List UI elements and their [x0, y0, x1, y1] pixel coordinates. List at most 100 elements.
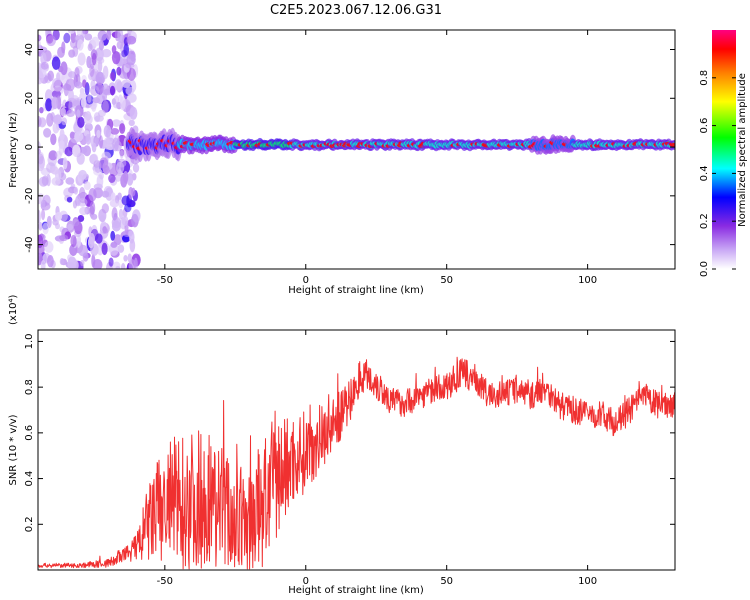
noise-cell: [125, 86, 135, 96]
noise-cell: [102, 65, 109, 79]
noise-cell: [92, 258, 103, 269]
noise-cell: [38, 70, 44, 85]
noise-cell: [112, 137, 119, 152]
noise-cell: [53, 114, 62, 125]
noise-cell: [65, 177, 75, 185]
noise-cell: [55, 150, 62, 160]
signal-peak: [670, 142, 675, 147]
noise-cell: [62, 157, 68, 170]
noise-cell: [38, 256, 43, 263]
noise-cell: [109, 199, 120, 208]
noise-cell: [85, 133, 91, 145]
spectrogram-y-tick-label: -20: [24, 188, 35, 204]
noise-cell: [51, 96, 59, 110]
noise-cell: [80, 97, 87, 108]
noise-cell: [74, 131, 84, 142]
noise-cell: [74, 81, 83, 89]
noise-cell: [64, 146, 74, 157]
spectrogram-y-tick-label: 40: [24, 43, 35, 56]
noise-cell: [77, 52, 86, 66]
noise-cell: [60, 61, 68, 76]
noise-cell: [121, 195, 130, 206]
noise-cell: [88, 233, 95, 245]
noise-cell: [75, 195, 81, 205]
figure-title: C2E5.2023.067.12.06.G31: [270, 3, 442, 18]
noise-cell: [119, 96, 126, 111]
snr-x-label: Height of straight line (km): [288, 585, 424, 596]
spectrogram-cells: [38, 30, 675, 269]
noise-cell: [89, 201, 96, 215]
snr-y-tick-label: 0.4: [24, 471, 35, 487]
snr-ticks: -50 0 50 100 0.2 0.4 0.6 0.8 1.0: [24, 330, 675, 587]
noise-cell: [102, 100, 109, 114]
noise-cell: [98, 135, 104, 149]
noise-cell: [45, 98, 53, 112]
colorbar-label: Normalized spectral amplitude: [737, 73, 748, 227]
noise-cell: [38, 221, 43, 231]
noise-cell: [78, 244, 89, 257]
noise-cell: [96, 129, 101, 138]
noise-cell: [63, 82, 69, 97]
noise-cell: [121, 79, 131, 88]
noise-cell: [103, 124, 112, 138]
noise-cell: [128, 230, 135, 244]
noise-cell: [110, 230, 116, 241]
noise-cell: [114, 79, 123, 91]
noise-cell: [132, 163, 140, 173]
noise-cell: [112, 101, 121, 109]
noise-cell: [47, 70, 55, 82]
snr-y-tick-label: 1.0: [24, 333, 35, 349]
colorbar: 0.0 0.2 0.4 0.6 0.8 Normalized spectral ampl…: [699, 30, 748, 277]
noise-cell: [76, 234, 82, 249]
noise-cell: [79, 206, 88, 216]
snr-x-tick-label: 50: [440, 576, 453, 587]
spectrogram-x-label: Height of straight line (km): [288, 285, 424, 296]
noise-cell: [99, 157, 109, 169]
noise-cell: [101, 242, 108, 256]
spectrogram-x-tick-label: -50: [157, 275, 173, 286]
noise-cell: [63, 32, 71, 44]
noise-cell: [91, 142, 97, 153]
noise-cell: [47, 255, 54, 268]
spectrogram-y-tick-label: -40: [24, 236, 35, 252]
noise-cell: [90, 85, 100, 97]
noise-cell: [110, 192, 116, 201]
noise-cell: [77, 116, 85, 128]
noise-cell: [67, 256, 77, 269]
noise-cell: [106, 30, 112, 41]
noise-cell: [117, 192, 122, 200]
noise-cell: [103, 137, 111, 150]
noise-cell: [52, 122, 60, 134]
noise-cell: [78, 186, 86, 200]
noise-cell: [88, 188, 97, 202]
snr-frame: [37, 329, 676, 571]
snr-y-label: SNR (10 * v/v): [8, 414, 19, 485]
noise-cell: [68, 71, 76, 79]
noise-cell: [90, 153, 99, 165]
noise-cell: [58, 140, 65, 149]
spectrogram-frame: [37, 29, 676, 270]
noise-cell: [38, 148, 41, 155]
spectrogram-x-tick-label: 100: [578, 275, 597, 286]
noise-cell: [38, 34, 42, 42]
noise-cell: [52, 77, 62, 88]
noise-cell: [129, 106, 138, 120]
noise-cell: [109, 85, 116, 96]
noise-cell: [72, 218, 79, 227]
noise-cell: [74, 67, 80, 78]
noise-cell: [39, 106, 44, 114]
snr-x-tick-label: 0: [303, 576, 309, 587]
noise-cell: [87, 93, 92, 104]
noise-cell: [97, 30, 108, 41]
noise-cell: [70, 234, 77, 248]
spectrogram-x-tick-label: 50: [440, 275, 453, 286]
noise-cell: [38, 117, 47, 128]
noise-cell: [96, 174, 104, 188]
noise-cell: [38, 153, 44, 165]
colorbar-tick-label: 0.6: [699, 118, 710, 134]
noise-cell: [111, 220, 121, 232]
noise-cell: [77, 214, 85, 222]
noise-cell: [128, 119, 135, 127]
noise-cell: [84, 33, 93, 41]
noise-cell: [110, 241, 118, 248]
